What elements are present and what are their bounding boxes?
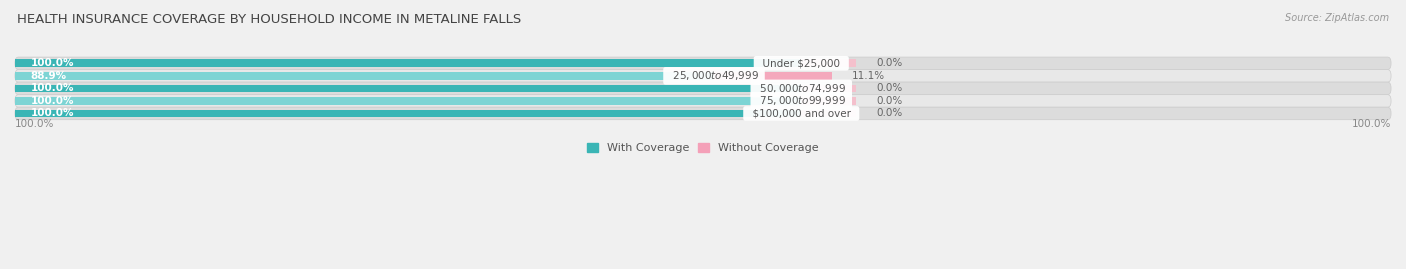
FancyBboxPatch shape: [15, 95, 1391, 107]
Text: 100.0%: 100.0%: [31, 108, 75, 118]
FancyBboxPatch shape: [15, 107, 1391, 120]
Text: 88.9%: 88.9%: [31, 71, 67, 81]
Bar: [801, 97, 856, 105]
FancyBboxPatch shape: [15, 70, 1391, 82]
Text: $50,000 to $74,999: $50,000 to $74,999: [752, 82, 849, 95]
Bar: [15, 72, 714, 80]
Text: 0.0%: 0.0%: [876, 83, 903, 93]
Text: $75,000 to $99,999: $75,000 to $99,999: [752, 94, 849, 107]
Text: 0.0%: 0.0%: [876, 108, 903, 118]
Text: $100,000 and over: $100,000 and over: [745, 108, 858, 118]
FancyBboxPatch shape: [15, 57, 1391, 70]
Text: 100.0%: 100.0%: [31, 83, 75, 93]
Text: HEALTH INSURANCE COVERAGE BY HOUSEHOLD INCOME IN METALINE FALLS: HEALTH INSURANCE COVERAGE BY HOUSEHOLD I…: [17, 13, 522, 26]
Text: Source: ZipAtlas.com: Source: ZipAtlas.com: [1285, 13, 1389, 23]
Text: $25,000 to $49,999: $25,000 to $49,999: [665, 69, 762, 82]
Text: 0.0%: 0.0%: [876, 58, 903, 68]
Text: 100.0%: 100.0%: [31, 58, 75, 68]
FancyBboxPatch shape: [15, 82, 1391, 95]
Bar: [801, 84, 856, 92]
Text: Under $25,000: Under $25,000: [756, 58, 846, 68]
Bar: [15, 109, 801, 117]
Bar: [15, 84, 801, 92]
Text: 0.0%: 0.0%: [876, 96, 903, 106]
Text: 100.0%: 100.0%: [1351, 119, 1391, 129]
Bar: [714, 72, 832, 80]
Bar: [801, 59, 856, 67]
Text: 11.1%: 11.1%: [852, 71, 884, 81]
Text: 100.0%: 100.0%: [31, 96, 75, 106]
Bar: [801, 109, 856, 117]
Text: 100.0%: 100.0%: [15, 119, 55, 129]
Legend: With Coverage, Without Coverage: With Coverage, Without Coverage: [582, 139, 824, 158]
Bar: [15, 59, 801, 67]
Bar: [15, 97, 801, 105]
